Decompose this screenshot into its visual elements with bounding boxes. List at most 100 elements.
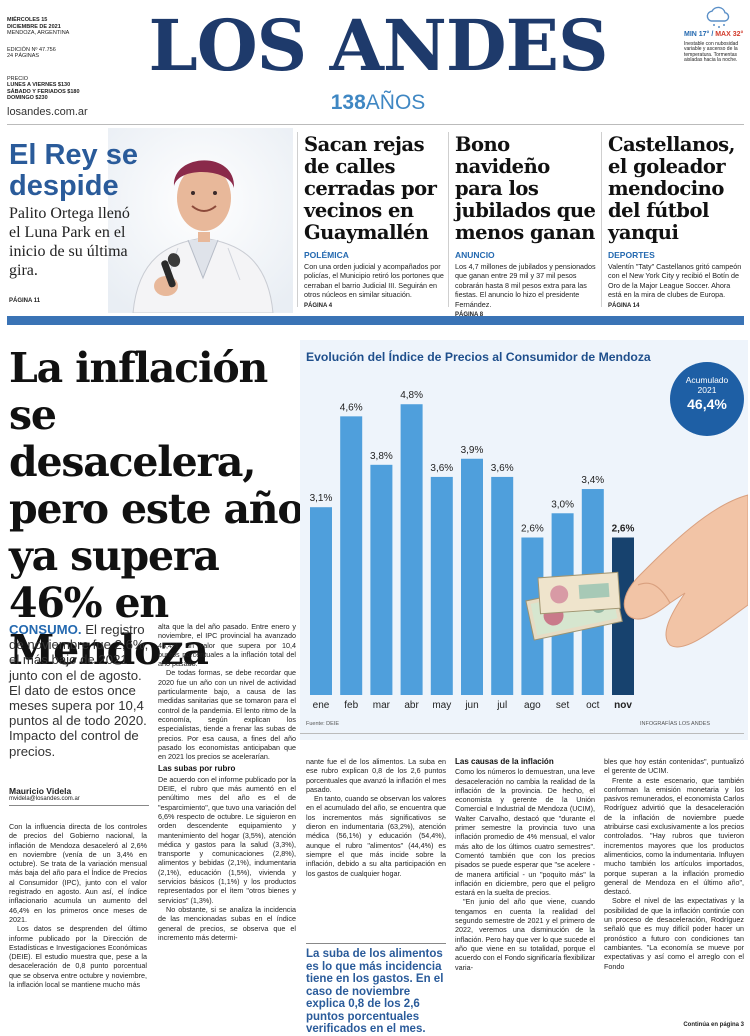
story-headline[interactable]: Sacan rejas de calles cerradas por vecin… xyxy=(304,133,437,244)
divider xyxy=(7,124,744,125)
inflation-bar-chart: 3,1% ene 4,6% feb 3,8% mar 4,8% abr 3,6% may 3,9% j… xyxy=(310,390,635,711)
chart-data-label: 3,8% xyxy=(370,451,393,462)
chart-bar-feb xyxy=(340,416,363,695)
temp-min: MIN 17° xyxy=(684,31,710,38)
byline: Mauricio Videla mvidela@losandes.com.ar xyxy=(9,786,149,806)
pages-count: 24 PÁGINAS xyxy=(7,53,40,59)
anniversary-number: 138 xyxy=(330,91,366,114)
chart-data-label: 4,6% xyxy=(340,402,363,413)
pull-quote-text: La suba de los alimentos es lo que más i… xyxy=(306,948,444,1035)
cloud-snow-icon xyxy=(706,6,730,28)
article-column-1: Con la influencia directa de los control… xyxy=(9,822,147,989)
chart-category-label: abr xyxy=(404,700,419,711)
chart-category-label: jul xyxy=(496,700,507,711)
paragraph: Sobre el nivel de las expectativas y la … xyxy=(604,896,744,971)
price-saturday: SÁBADO Y FERIADOS $180 xyxy=(7,88,80,95)
chart-category-label: oct xyxy=(586,700,600,711)
section-subhead: Las causas de la inflación xyxy=(455,757,554,766)
newspaper-logo[interactable]: LOS ANDES xyxy=(148,4,608,87)
weather-forecast: Inestable con nubosidad variable y ascen… xyxy=(684,40,739,64)
chart-source: Fuente: DEIE xyxy=(306,721,340,727)
hero-headline[interactable]: El Rey se despide xyxy=(9,139,138,202)
story-card[interactable]: Bono navideño para los jubilados que men… xyxy=(455,133,600,319)
chart-category-label: ago xyxy=(524,700,541,711)
article-lead: CONSUMO. El registro de noviembre fue 2,… xyxy=(9,622,149,759)
chart-bar-jul xyxy=(491,476,514,695)
story-headline[interactable]: Castellanos, el goleador mendocino del f… xyxy=(608,133,735,244)
chart-data-label: 4,8% xyxy=(400,390,423,401)
section-band xyxy=(7,316,744,325)
column-divider xyxy=(601,132,602,307)
accumulated-label: Acumulado xyxy=(685,375,729,385)
chart-data-label: 3,4% xyxy=(581,475,604,486)
story-summary: Los 4,7 millones de jubilados y pensiona… xyxy=(455,262,596,309)
page-reference: PÁGINA 4 xyxy=(304,302,333,309)
temp-max: MAX 32° xyxy=(715,31,744,38)
paragraph: alta que la del año pasado. Entre enero … xyxy=(158,622,296,669)
price-weekday: LUNES A VIERNES $130 xyxy=(7,82,71,88)
chart-data-label: 3,6% xyxy=(491,463,514,474)
chart-bar-may xyxy=(430,476,453,695)
article-column-3: nante fue el de los alimentos. La suba e… xyxy=(306,757,446,878)
main-headline[interactable]: La inflación se desacelera, pero este añ… xyxy=(9,344,305,674)
chart-data-label: 3,0% xyxy=(551,499,574,510)
chart-category-label: ene xyxy=(313,700,330,711)
chart-bar-ene xyxy=(310,507,332,695)
chart-bar-mar xyxy=(370,464,393,695)
column-divider xyxy=(297,132,298,307)
accumulated-value: 46,4% xyxy=(687,396,727,412)
anniversary-word: AÑOS xyxy=(365,91,426,114)
author-email[interactable]: mvidela@losandes.com.ar xyxy=(9,796,80,802)
temperature-range: MIN 17° / MAX 32° xyxy=(684,31,746,38)
anniversary-badge: 138AÑOS xyxy=(318,91,438,115)
author-name: Mauricio Videla xyxy=(9,786,72,796)
lead-text: El registro de noviembre fue 2,6%, el má… xyxy=(9,622,149,759)
paragraph: Los datos se desprenden del último infor… xyxy=(9,924,147,990)
chart-bar-jun xyxy=(461,458,483,695)
story-card[interactable]: Sacan rejas de calles cerradas por vecin… xyxy=(304,134,449,309)
story-summary: Con una orden judicial y acompañados por… xyxy=(304,262,444,300)
chart-data-label: 3,1% xyxy=(310,493,333,504)
chart-category-label: nov xyxy=(614,700,632,711)
story-tag: POLÉMICA xyxy=(304,250,349,260)
chart-credit: INFOGRAFÍAS LOS ANDES xyxy=(640,721,710,727)
temp-separator: / xyxy=(709,31,716,38)
chart-data-label: 2,6% xyxy=(521,524,544,535)
paragraph: nante fue el de los alimentos. La suba e… xyxy=(306,757,446,794)
location: MENDOZA, ARGENTINA xyxy=(7,30,70,36)
story-tag: ANUNCIO xyxy=(455,250,495,260)
paragraph: De acuerdo con el informe publicado por … xyxy=(158,774,296,905)
chart-data-label: 2,6% xyxy=(612,524,635,535)
hero-subtitle: Palito Ortega llenó el Luna Park en el i… xyxy=(9,205,130,279)
hand-with-banknote-illustration xyxy=(525,494,748,648)
chart-category-label: may xyxy=(432,700,451,711)
article-column-2: alta que la del año pasado. Entre enero … xyxy=(158,622,296,942)
weather-box: MIN 17° / MAX 32° Inestable con nubosida… xyxy=(684,4,746,64)
page-reference: PÁGINA 8 xyxy=(455,312,600,318)
story-summary: Valentín "Taty" Castellanos gritó campeó… xyxy=(608,262,742,300)
paragraph: "En junio del año que viene, cuando teng… xyxy=(455,897,595,972)
masthead-info: MIÉRCOLES 15 DICIEMBRE DE 2021 MENDOZA, … xyxy=(7,17,107,102)
chart-category-label: feb xyxy=(344,700,358,711)
chart-category-label: mar xyxy=(373,700,391,711)
continued-link[interactable]: Continúa en página 3 xyxy=(683,1022,744,1028)
chart-title: Evolución del Índice de Precios al Consu… xyxy=(306,350,651,364)
paragraph: Frente a este escenario, que también con… xyxy=(604,775,744,897)
paragraph: bles que hoy están contenidas", puntuali… xyxy=(604,757,744,776)
page-reference: PÁGINA 14 xyxy=(608,302,640,309)
lead-kicker: CONSUMO. xyxy=(9,622,82,637)
paragraph: De todas formas, se debe recordar que 20… xyxy=(158,668,296,762)
accumulated-badge: Acumulado 2021 46,4% xyxy=(670,362,744,436)
hero-photo xyxy=(108,128,293,314)
section-subhead: Las subas por rubro xyxy=(158,764,236,774)
story-headline[interactable]: Bono navideño para los jubilados que men… xyxy=(455,133,596,244)
divider xyxy=(300,733,744,734)
story-tag: DEPORTES xyxy=(608,250,655,260)
chart-data-label: 3,6% xyxy=(430,463,453,474)
date-line: DICIEMBRE DE 2021 xyxy=(7,23,61,30)
website-link[interactable]: losandes.com.ar xyxy=(7,106,88,118)
paragraph: No obstante, si se analiza la incidencia… xyxy=(158,904,296,942)
chart-data-label: 3,9% xyxy=(461,445,484,456)
column-divider xyxy=(448,132,449,307)
story-card[interactable]: Castellanos, el goleador mendocino del f… xyxy=(608,134,744,309)
